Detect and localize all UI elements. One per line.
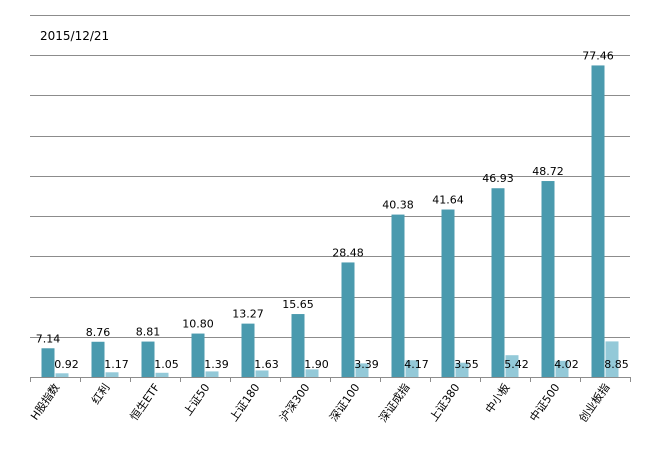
bar-series-1 [291,314,305,377]
bar-series-2 [155,372,169,377]
bar-series-1 [141,341,155,377]
data-label-series-1: 48.72 [532,165,564,178]
data-label-series-1: 8.81 [136,326,161,339]
x-tick-label: 沪深300 [276,381,312,424]
bar-series-1 [491,188,505,377]
gridlines [30,15,631,382]
bar-series-2 [305,369,319,377]
bar-series-1 [241,323,255,377]
data-label-series-1: 77.46 [582,49,614,62]
data-label-series-2: 3.39 [354,358,379,371]
bars [41,65,619,378]
bar-series-1 [441,209,455,377]
bar-series-2 [605,341,619,377]
x-tick-label: 深证100 [327,381,362,424]
bar-series-1 [191,333,205,377]
data-label-series-2: 3.55 [454,358,479,371]
x-tick-label: 恒生ETF [127,381,163,423]
bar-series-1 [341,262,355,377]
bar-series-2 [205,371,219,377]
data-label-series-2: 5.42 [504,358,529,371]
bar-series-1 [541,181,555,377]
x-tick-label: 中小板 [482,381,512,416]
data-label-series-1: 28.48 [332,246,364,259]
data-label-series-1: 13.27 [232,308,264,321]
x-tick-labels: H股指数 红利 恒生ETF 上证50 上证180 沪深300 深证100 深证成指 上证380 中… [27,381,612,425]
data-label-series-2: 4.17 [404,358,429,371]
bar-series-2 [355,363,369,377]
x-tick-label: 上证180 [227,381,262,424]
data-label-series-2: 0.92 [54,358,79,371]
data-label-series-2: 1.63 [254,358,279,371]
bar-series-2 [405,360,419,377]
data-label-series-1: 10.80 [182,318,214,331]
data-label-series-2: 1.17 [104,358,129,371]
data-label-series-2: 1.39 [204,358,229,371]
bar-series-2 [105,372,119,377]
data-label-series-1: 15.65 [282,298,314,311]
bar-series-2 [505,355,519,377]
data-label-series-2: 8.85 [604,358,629,371]
bar-series-2 [55,373,69,377]
x-tick-label: 中证500 [527,381,562,424]
data-label-series-2: 1.90 [304,358,329,371]
x-tick-label: 红利 [89,381,112,406]
data-label-series-2: 1.05 [154,358,179,371]
data-labels: 7.14 0.92 8.76 1.17 8.81 1.05 10.80 1.39 13.27 1.… [36,49,629,371]
x-tick-label: 上证380 [427,381,462,424]
x-tick-label: 上证50 [181,381,212,418]
data-label-series-1: 7.14 [36,332,61,345]
bar-series-2 [255,370,269,377]
data-label-series-1: 46.93 [482,172,514,185]
data-label-series-2: 4.02 [554,358,579,371]
data-label-series-1: 41.64 [432,194,464,207]
x-tick-label: 创业板指 [576,381,613,425]
bar-series-1 [591,65,605,378]
bar-series-1 [41,348,55,377]
chart-title: 2015/12/21 [40,29,109,43]
x-tick-label: H股指数 [27,381,62,423]
x-tick-label: 深证成指 [376,381,413,425]
data-label-series-1: 8.76 [86,326,111,339]
bar-series-1 [91,341,105,377]
bar-series-1 [391,214,405,377]
bar-series-2 [555,360,569,377]
bar-series-2 [455,362,469,377]
data-label-series-1: 40.38 [382,199,414,212]
